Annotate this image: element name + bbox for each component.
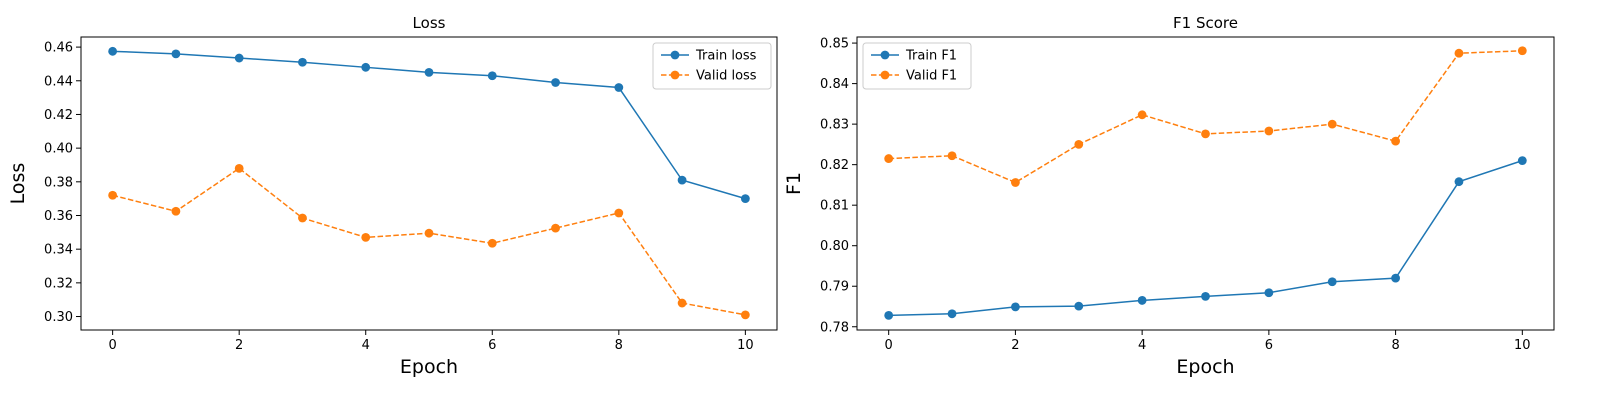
valid-loss-point bbox=[361, 232, 371, 242]
valid-loss-point bbox=[740, 310, 750, 320]
x-tick-label: 8 bbox=[1391, 338, 1399, 353]
y-tick-label: 0.46 bbox=[44, 41, 73, 56]
train-f1-point bbox=[947, 309, 957, 319]
valid-loss-point bbox=[551, 223, 560, 233]
train-loss-point bbox=[234, 53, 244, 63]
y-tick-label: 0.82 bbox=[820, 158, 849, 173]
train-loss-point bbox=[171, 49, 181, 59]
y-tick-label: 0.85 bbox=[820, 37, 849, 52]
valid-loss-point bbox=[298, 213, 307, 223]
valid-loss-point bbox=[677, 298, 687, 308]
y-axis-label: Loss bbox=[7, 163, 29, 205]
valid-loss-legend-marker bbox=[670, 70, 680, 80]
train-loss-point bbox=[551, 78, 560, 87]
loss-chart: Loss 0 2 4 6 8 10 0.30 0.32 0.34 0.36 0.38 0.40 0.42 0… bbox=[7, 14, 778, 378]
valid-f1-point bbox=[1201, 129, 1210, 139]
legend: Train loss Valid loss bbox=[652, 42, 772, 90]
x-tick-label: 2 bbox=[235, 338, 243, 353]
valid-f1-point bbox=[947, 151, 957, 161]
valid-f1-point bbox=[1137, 110, 1147, 120]
y-axis-label: F1 bbox=[783, 172, 805, 195]
chart-title: Loss bbox=[413, 14, 446, 32]
valid-f1-point bbox=[884, 154, 894, 163]
valid-loss-point bbox=[487, 238, 497, 248]
valid-f1-legend-marker bbox=[880, 70, 890, 80]
valid-f1-point bbox=[1074, 139, 1084, 149]
y-tick-label: 0.34 bbox=[44, 243, 73, 258]
train-loss-point bbox=[424, 67, 434, 77]
f1-score-chart: F1 Score 0 2 4 6 8 10 0.78 0.79 0.80 0.81 0.82 0.83 0… bbox=[783, 14, 1555, 378]
plot-frame bbox=[80, 36, 778, 331]
x-tick-label: 6 bbox=[488, 338, 496, 353]
x-tick-label: 10 bbox=[737, 338, 754, 353]
x-axis-label: Epoch bbox=[400, 356, 458, 378]
plot-frame bbox=[856, 36, 1555, 331]
train-loss-point bbox=[740, 194, 750, 204]
train-f1-point bbox=[1011, 302, 1020, 312]
y-tick-label: 0.80 bbox=[820, 239, 849, 254]
valid-f1-point bbox=[1011, 178, 1020, 187]
train-loss-legend-marker bbox=[670, 50, 680, 60]
valid-loss-point bbox=[171, 206, 181, 216]
x-tick-label: 0 bbox=[108, 338, 116, 353]
y-tick-label: 0.42 bbox=[44, 108, 73, 123]
y-tick-label: 0.36 bbox=[44, 209, 73, 224]
x-tick-label: 10 bbox=[1514, 338, 1531, 353]
train-loss-point bbox=[677, 175, 687, 185]
valid-loss-point bbox=[234, 163, 244, 173]
train-f1-point bbox=[1074, 301, 1084, 311]
train-f1-legend-marker bbox=[880, 50, 890, 60]
train-f1-point bbox=[1137, 296, 1147, 305]
y-tick-label: 0.30 bbox=[44, 310, 73, 325]
valid-loss-legend-label: Valid loss bbox=[696, 69, 757, 84]
valid-f1-point bbox=[1517, 46, 1527, 56]
y-tick-label: 0.84 bbox=[820, 77, 849, 92]
valid-f1-point bbox=[1454, 48, 1464, 58]
y-tick-label: 0.44 bbox=[44, 74, 73, 89]
x-tick-label: 4 bbox=[362, 338, 370, 353]
y-tick-label: 0.38 bbox=[44, 175, 73, 190]
y-tick-label: 0.81 bbox=[820, 199, 849, 214]
y-tick-label: 0.78 bbox=[820, 320, 849, 335]
y-tick-label: 0.83 bbox=[820, 118, 849, 133]
valid-loss-line bbox=[112, 167, 746, 316]
x-tick-label: 8 bbox=[615, 338, 623, 353]
train-loss-point bbox=[487, 71, 497, 81]
train-f1-point bbox=[1454, 177, 1464, 187]
y-tick-label: 0.79 bbox=[820, 280, 849, 295]
train-loss-point bbox=[108, 46, 118, 56]
chart-title: F1 Score bbox=[1173, 14, 1238, 32]
train-f1-point bbox=[1264, 288, 1274, 298]
y-tick-label: 0.40 bbox=[44, 142, 73, 157]
train-loss-legend-label: Train loss bbox=[695, 49, 757, 64]
x-tick-label: 6 bbox=[1265, 338, 1273, 353]
valid-f1-line bbox=[888, 50, 1523, 184]
train-f1-point bbox=[1327, 277, 1337, 287]
valid-loss-point bbox=[424, 228, 434, 238]
train-f1-point bbox=[1391, 273, 1400, 283]
y-tick-label: 0.32 bbox=[44, 276, 73, 291]
train-f1-point bbox=[1517, 156, 1527, 166]
x-tick-label: 0 bbox=[885, 338, 893, 353]
x-tick-label: 2 bbox=[1011, 338, 1019, 353]
train-loss-point bbox=[614, 83, 624, 92]
train-loss-point bbox=[298, 57, 307, 67]
valid-loss-point bbox=[614, 208, 624, 218]
train-f1-legend-label: Train F1 bbox=[905, 49, 957, 64]
valid-f1-point bbox=[1391, 136, 1400, 146]
x-tick-label: 4 bbox=[1138, 338, 1146, 353]
train-f1-point bbox=[884, 311, 894, 320]
train-f1-point bbox=[1201, 291, 1210, 301]
valid-f1-point bbox=[1327, 119, 1337, 129]
valid-f1-legend-label: Valid F1 bbox=[906, 69, 957, 84]
valid-loss-point bbox=[108, 190, 118, 200]
legend: Train F1 Valid F1 bbox=[862, 42, 972, 90]
x-axis-label: Epoch bbox=[1176, 356, 1234, 378]
valid-f1-point bbox=[1264, 126, 1274, 136]
train-loss-point bbox=[361, 62, 371, 72]
